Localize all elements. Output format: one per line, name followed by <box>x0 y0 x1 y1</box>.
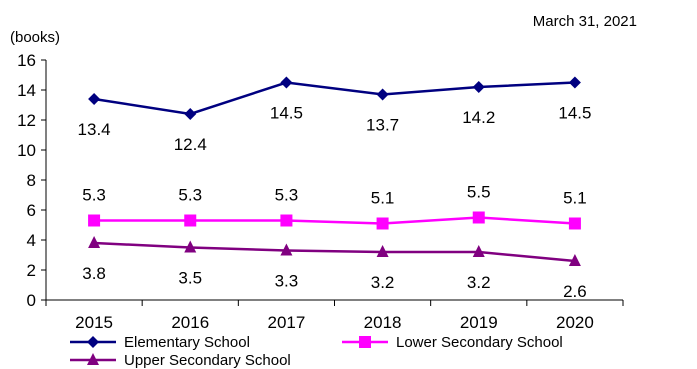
data-point-2-3 <box>280 214 293 227</box>
legend-label-3: Upper Secondary School <box>124 352 291 369</box>
y-tick-label: 16 <box>17 51 36 70</box>
data-label-3-1: 3.8 <box>82 264 106 283</box>
data-point-1-4 <box>376 88 389 101</box>
data-label-2-4: 5.1 <box>371 189 395 208</box>
y-tick-label: 0 <box>27 291 36 310</box>
x-tick-label: 2016 <box>171 313 209 332</box>
data-point-3-5 <box>472 245 485 257</box>
x-tick-label: 2017 <box>268 313 306 332</box>
data-label-3-4: 3.2 <box>371 273 395 292</box>
data-point-3-4 <box>376 245 389 257</box>
data-label-1-2: 12.4 <box>174 135 207 154</box>
data-label-3-5: 3.2 <box>467 273 491 292</box>
y-tick-label: 2 <box>27 261 36 280</box>
legend: Elementary School Lower Secondary School U… <box>70 334 563 369</box>
data-point-1-2 <box>184 108 197 120</box>
date-note: March 31, 2021 <box>533 13 637 30</box>
data-label-1-6: 14.5 <box>558 104 591 123</box>
data-label-1-3: 14.5 <box>270 104 303 123</box>
x-tick-label: 2019 <box>460 313 498 332</box>
data-label-3-6: 2.6 <box>563 282 587 301</box>
y-axis-unit-label: (books) <box>10 29 60 46</box>
axis-ticks: 0 2 4 6 8 10 12 14 16 2015 2016 2017 2018 2019 2020 <box>17 51 624 332</box>
data-label-2-6: 5.1 <box>563 189 587 208</box>
x-tick-label: 2015 <box>75 313 113 332</box>
legend-marker-1 <box>87 336 99 348</box>
data-label-1-5: 14.2 <box>462 108 495 127</box>
data-point-3-1 <box>88 236 101 248</box>
series-line-1 <box>93 81 575 116</box>
y-tick-label: 8 <box>27 171 36 190</box>
y-tick-label: 4 <box>27 231 36 250</box>
data-point-1-3 <box>280 76 293 89</box>
legend-label-2: Lower Secondary School <box>396 334 563 351</box>
data-point-3-6 <box>568 254 581 266</box>
data-label-1-1: 13.4 <box>78 120 111 139</box>
data-point-1-5 <box>472 81 485 93</box>
data-point-3-3 <box>280 243 293 256</box>
data-point-1-1 <box>88 93 101 105</box>
x-tick-label: 2020 <box>556 313 594 332</box>
data-label-2-1: 5.3 <box>82 186 106 205</box>
data-label-2-3: 5.3 <box>275 186 299 205</box>
data-point-2-6 <box>568 217 581 230</box>
data-point-2-5 <box>472 211 485 224</box>
data-point-2-4 <box>376 217 389 230</box>
legend-marker-2 <box>359 336 371 348</box>
legend-label-1: Elementary School <box>124 334 250 351</box>
data-label-2-5: 5.5 <box>467 183 491 202</box>
series-line-2 <box>94 216 575 225</box>
data-label-3-3: 3.3 <box>275 272 299 291</box>
series-markers <box>88 76 581 266</box>
y-tick-label: 6 <box>27 201 36 220</box>
series-lines <box>93 81 576 263</box>
data-label-2-2: 5.3 <box>178 186 202 205</box>
data-point-2-1 <box>88 214 101 227</box>
axes <box>45 60 623 301</box>
y-tick-label: 14 <box>17 81 36 100</box>
y-tick-label: 12 <box>17 111 36 130</box>
series-line-3 <box>94 241 576 263</box>
legend-marker-3 <box>87 353 99 365</box>
data-point-1-6 <box>568 76 581 89</box>
data-labels: 13.4 12.4 14.5 13.7 14.2 14.5 5.3 5.3 5.3 5.1 5.5 5… <box>78 104 592 302</box>
data-label-1-4: 13.7 <box>366 116 399 135</box>
x-tick-label: 2018 <box>364 313 402 332</box>
data-point-3-2 <box>184 240 197 253</box>
y-tick-label: 10 <box>17 141 36 160</box>
data-point-2-2 <box>184 214 197 227</box>
data-label-3-2: 3.5 <box>178 269 202 288</box>
